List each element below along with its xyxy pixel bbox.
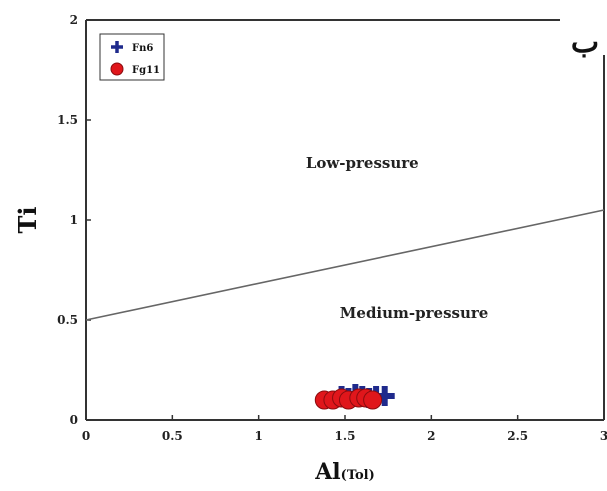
pressure-boundary-line bbox=[85, 209, 605, 321]
x-tick-label: 2 bbox=[427, 429, 435, 443]
y-tick-group: 0 0.5 1 1.5 2 bbox=[57, 13, 91, 427]
y-axis-title: Ti bbox=[13, 207, 42, 234]
x-axis-title-sub: (Tol) bbox=[341, 468, 375, 483]
y-tick-label: 2 bbox=[70, 13, 78, 27]
legend: Fn6 Fg11 bbox=[99, 33, 165, 81]
y-tick-label: 1 bbox=[70, 213, 78, 227]
legend-label-fn6: Fn6 bbox=[132, 43, 153, 54]
x-tick-label: 1 bbox=[254, 429, 262, 443]
y-tick-label: 0.5 bbox=[57, 313, 78, 327]
corner-label: ب bbox=[571, 25, 599, 60]
x-axis-title-main: Al bbox=[314, 459, 340, 485]
data-point-fg11 bbox=[363, 390, 383, 410]
legend-label-fg11: Fg11 bbox=[132, 65, 160, 76]
data-points bbox=[314, 384, 395, 410]
low-pressure-label: Low-pressure bbox=[306, 154, 419, 172]
x-tick-group: 0 0.5 1 1.5 2 2.5 3 bbox=[82, 415, 607, 443]
medium-pressure-label: Medium-pressure bbox=[340, 304, 489, 322]
x-tick-label: 1.5 bbox=[335, 429, 356, 443]
y-tick-label: 0 bbox=[70, 413, 78, 427]
x-tick-label: 0.5 bbox=[162, 429, 183, 443]
legend-box bbox=[99, 33, 165, 81]
x-tick-label: 2.5 bbox=[507, 429, 528, 443]
x-tick-label: 0 bbox=[82, 429, 90, 443]
legend-marker-fn6 bbox=[111, 41, 123, 53]
legend-marker-fg11 bbox=[110, 62, 124, 76]
y-tick-label: 1.5 bbox=[57, 113, 78, 127]
x-tick-label: 3 bbox=[600, 429, 607, 443]
x-axis-title: Al(Tol) bbox=[314, 459, 375, 485]
